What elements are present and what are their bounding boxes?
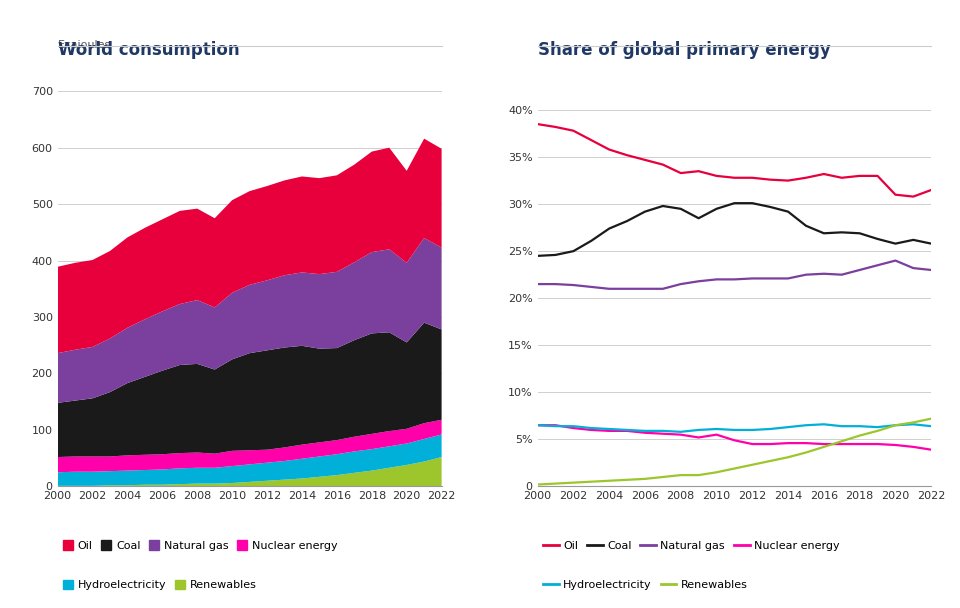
Legend: Hydroelectricity, Renewables: Hydroelectricity, Renewables: [63, 580, 256, 590]
Text: Exajoules: Exajoules: [58, 40, 110, 50]
Legend: Oil, Coal, Natural gas, Nuclear energy: Oil, Coal, Natural gas, Nuclear energy: [543, 541, 840, 551]
Legend: Hydroelectricity, Renewables: Hydroelectricity, Renewables: [543, 580, 748, 590]
Text: Share of global primary energy: Share of global primary energy: [538, 41, 830, 59]
Legend: Oil, Coal, Natural gas, Nuclear energy: Oil, Coal, Natural gas, Nuclear energy: [63, 541, 337, 551]
Text: World consumption: World consumption: [58, 41, 239, 59]
